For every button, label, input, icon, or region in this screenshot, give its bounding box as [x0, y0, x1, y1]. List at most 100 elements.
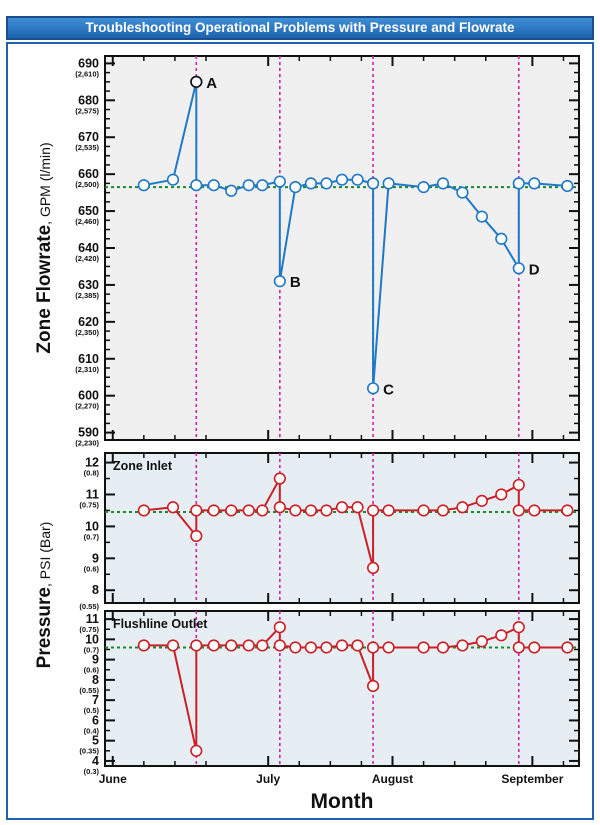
zone-inlet-ytick-sublabel: (0.75): [79, 500, 99, 509]
flowrate-data-point: [529, 178, 540, 189]
zone-inlet-data-point: [529, 505, 540, 516]
flushline-outlet-ytick-label: 9: [92, 653, 99, 667]
flowrate-data-point: [191, 180, 202, 191]
flushline-outlet-data-point: [352, 640, 363, 651]
zone-inlet-ytick-sublabel: (0.6): [84, 564, 100, 573]
zone-inlet-ytick-sublabel: (0.8): [84, 469, 100, 478]
y-axis-label: Pressure, PSI (Bar): [34, 522, 55, 669]
flushline-outlet-data-point: [208, 640, 219, 651]
flushline-outlet-data-point: [496, 630, 507, 641]
flushline-outlet-data-point: [226, 640, 237, 651]
flowrate-data-point: [243, 180, 254, 191]
flushline-outlet-data-point: [457, 640, 468, 651]
flowrate-ytick-label: 590: [78, 426, 99, 440]
flushline-outlet-data-point: [383, 642, 394, 653]
flushline-outlet-ytick-label: 4: [92, 754, 99, 768]
zone-inlet-ytick-label: 9: [92, 551, 99, 565]
flowrate-data-point: [337, 174, 348, 185]
flushline-outlet-data-point: [477, 636, 488, 647]
flowrate-data-point: [257, 180, 268, 191]
month-label: July: [256, 772, 280, 786]
flushline-outlet-data-point: [290, 642, 301, 653]
zone-inlet-data-point: [352, 502, 363, 513]
flowrate-ytick-label: 630: [78, 278, 99, 292]
flushline-outlet-ytick-label: 11: [86, 612, 99, 626]
flushline-outlet-ytick-sublabel: (0.3): [84, 767, 100, 776]
zone-inlet-data-point: [275, 473, 286, 484]
month-label: September: [501, 772, 563, 786]
flushline-outlet-data-point: [418, 642, 429, 653]
month-label: August: [372, 772, 413, 786]
flowrate-ytick-sublabel: (2,420): [75, 254, 99, 263]
flushline-outlet-data-point: [306, 642, 317, 653]
zone-inlet-ytick-label: 11: [86, 487, 99, 501]
flowrate-data-point: [438, 178, 449, 189]
flowrate-ytick-label: 650: [78, 204, 99, 218]
flowrate-ytick-label: 610: [78, 352, 99, 366]
x-axis-label: Month: [311, 790, 374, 813]
zone-inlet-data-point: [208, 505, 219, 516]
y-axis-label: Zone Flowrate, GPM (l/min): [34, 142, 55, 353]
flushline-outlet-data-point: [257, 640, 268, 651]
flowrate-ytick-label: 680: [78, 93, 99, 107]
zone-inlet-data-point: [257, 505, 268, 516]
zone-inlet-data-point: [275, 502, 286, 513]
flowrate-ytick-label: 690: [78, 56, 99, 70]
flowrate-data-point: [275, 176, 286, 187]
flowrate-data-point: [513, 178, 524, 189]
flowrate-data-point: [368, 178, 379, 189]
flushline-outlet-ytick-label: 7: [92, 693, 99, 707]
zone-inlet-data-point: [418, 505, 429, 516]
zone-inlet-data-point: [513, 480, 524, 491]
month-label: June: [99, 772, 127, 786]
flowrate-data-point: [226, 185, 237, 196]
flowrate-ytick-sublabel: (2,535): [75, 143, 99, 152]
flowrate-data-point: [321, 178, 332, 189]
zone-inlet-data-point: [321, 505, 332, 516]
flushline-outlet-plot-area: [105, 611, 579, 766]
zone-inlet-ytick-sublabel: (0.55): [79, 602, 99, 611]
flowrate-data-point: [383, 178, 394, 189]
flushline-outlet-data-point: [368, 681, 379, 692]
annotation-label: B: [290, 274, 301, 291]
flushline-outlet-data-point: [529, 642, 540, 653]
flushline-outlet-data-point: [438, 642, 449, 653]
flushline-outlet-data-point: [168, 640, 179, 651]
zone-inlet-data-point: [290, 505, 301, 516]
zone-inlet-data-point: [438, 505, 449, 516]
annotation-label: A: [206, 75, 217, 92]
flushline-outlet-ytick-label: 10: [85, 632, 99, 646]
pressure-ylabel-unit: , PSI (Bar): [37, 522, 53, 587]
zone-inlet-ytick-label: 8: [92, 583, 99, 597]
flowrate-ytick-sublabel: (2,500): [75, 180, 99, 189]
zone-inlet-subtitle: Zone Inlet: [113, 459, 173, 473]
zone-inlet-data-point: [457, 502, 468, 513]
zone-inlet-plot-area: [105, 453, 579, 603]
annotation-marker: [191, 77, 202, 88]
flushline-outlet-data-point: [191, 746, 202, 757]
flowrate-ylabel-unit: , GPM (l/min): [37, 142, 53, 224]
flowrate-ytick-sublabel: (2,460): [75, 217, 99, 226]
flowrate-data-point: [513, 263, 524, 274]
flowrate-ytick-sublabel: (2,575): [75, 106, 99, 115]
flowrate-ytick-sublabel: (2,350): [75, 328, 99, 337]
flowrate-ytick-sublabel: (2,385): [75, 291, 99, 300]
flowrate-data-point: [168, 174, 179, 185]
flushline-outlet-data-point: [191, 640, 202, 651]
flushline-outlet-data-point: [513, 642, 524, 653]
flushline-outlet-data-point: [139, 640, 150, 651]
flushline-outlet-ytick-label: 6: [92, 713, 99, 727]
zone-inlet-data-point: [306, 505, 317, 516]
zone-inlet-data-point: [337, 502, 348, 513]
zone-inlet-data-point: [383, 505, 394, 516]
zone-inlet-data-point: [368, 505, 379, 516]
zone-inlet-data-point: [496, 489, 507, 500]
zone-inlet-data-point: [477, 496, 488, 507]
flowrate-ytick-label: 660: [78, 167, 99, 181]
flowrate-data-point: [139, 180, 150, 191]
flowrate-ytick-sublabel: (2,610): [75, 69, 99, 78]
zone-inlet-data-point: [513, 505, 524, 516]
flowrate-data-point: [418, 182, 429, 193]
zone-inlet-data-point: [562, 505, 573, 516]
